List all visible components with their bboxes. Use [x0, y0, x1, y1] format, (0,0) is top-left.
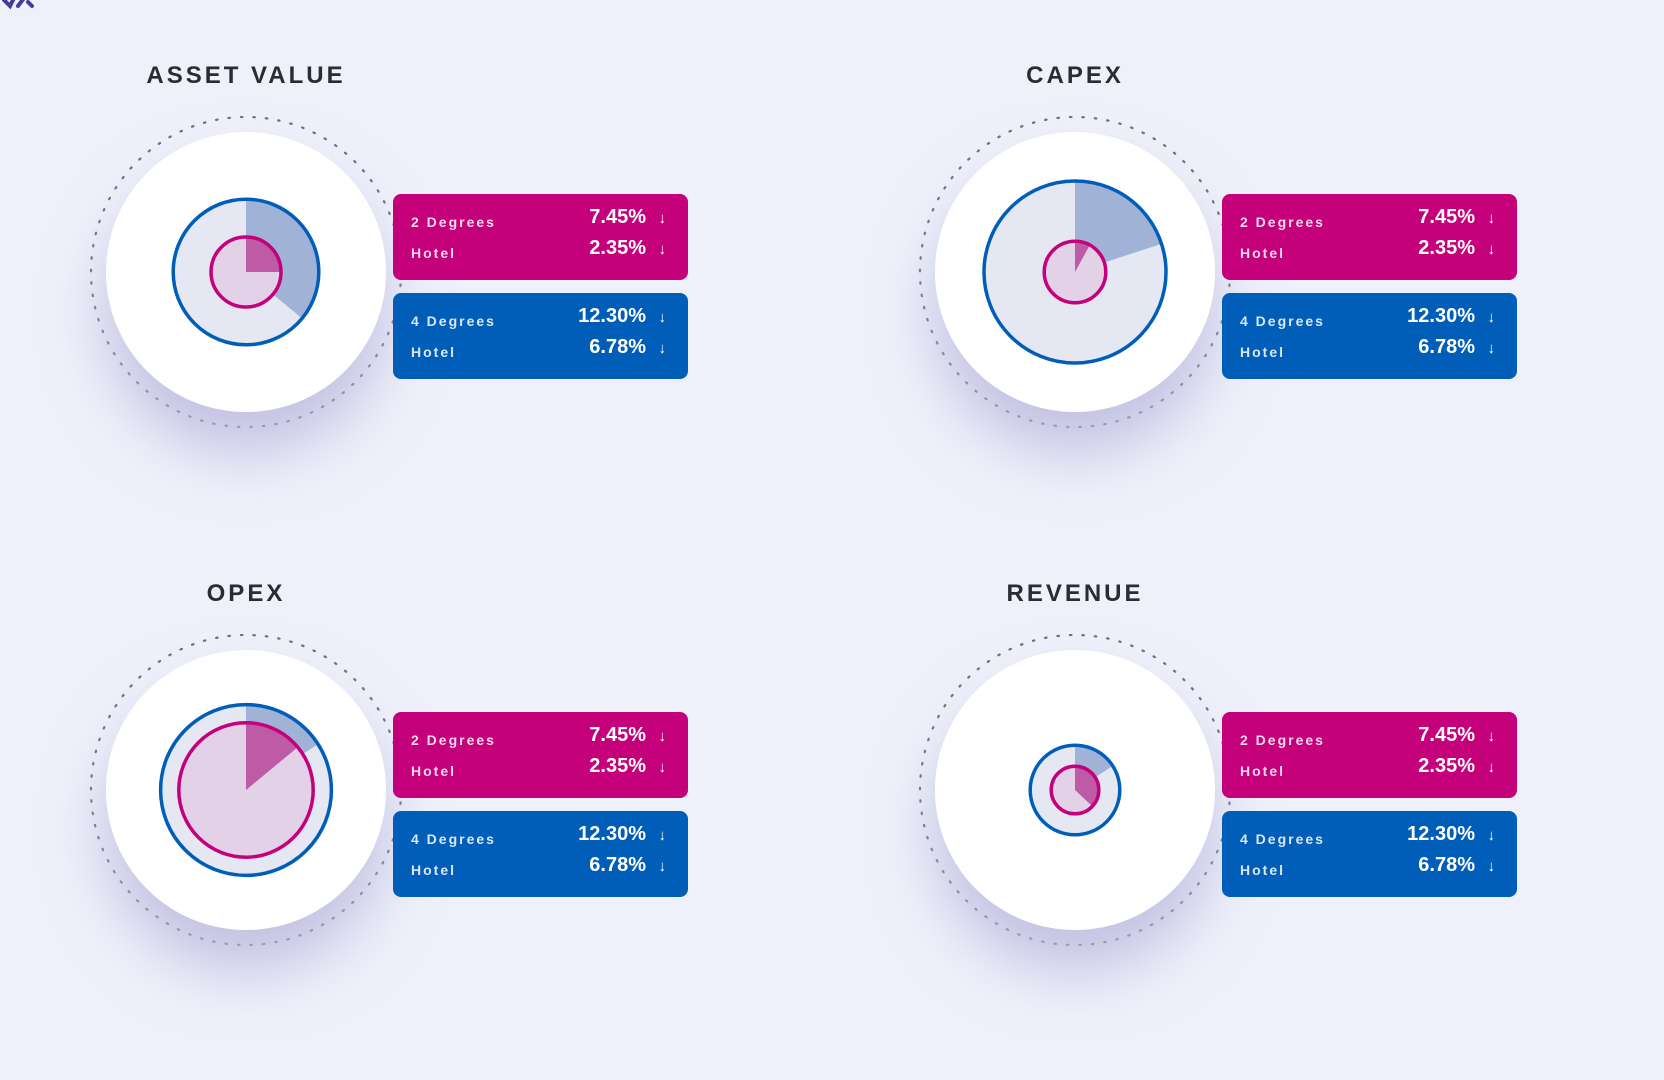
arrow-down-icon: ↓ — [1487, 759, 1496, 776]
revenue-dial — [905, 620, 1245, 960]
legend-label: 2 Degrees — [411, 732, 496, 748]
outer-ring — [982, 179, 1168, 365]
legend-label: Hotel — [411, 344, 456, 360]
inner-ring — [177, 721, 315, 859]
arrow-down-icon: ↓ — [1487, 340, 1496, 357]
asset-value-panel: ASSET VALUE 2 Degrees 7.45% ↓ Hotel 2.35… — [0, 62, 760, 562]
legend-label: Hotel — [1240, 862, 1285, 878]
legend-card-4-degrees: 4 Degrees 12.30% ↓ Hotel 6.78% ↓ — [393, 811, 688, 897]
outer-ring — [158, 702, 334, 878]
arrow-down-icon: ↓ — [1487, 241, 1496, 258]
arrow-down-icon: ↓ — [1487, 858, 1496, 875]
arrow-down-icon: ↓ — [1487, 728, 1496, 745]
legend-value: 2.35% — [1418, 237, 1475, 259]
legend-card-2-degrees: 2 Degrees 7.45% ↓ Hotel 2.35% ↓ — [1222, 194, 1517, 280]
legend-value: 7.45% — [1418, 206, 1475, 228]
legend-value: 2.35% — [1418, 755, 1475, 777]
panel-title: OPEX — [206, 580, 286, 607]
panel-title: ASSET VALUE — [146, 62, 346, 89]
legend-value: 12.30% — [1407, 823, 1475, 845]
outer-share-wedge — [246, 199, 319, 319]
revenue-panel: REVENUE 2 Degrees 7.45% ↓ Hotel 2.35% ↓ … — [829, 580, 1589, 1080]
panel-title: REVENUE — [1006, 580, 1144, 607]
arrow-down-icon: ↓ — [658, 309, 667, 326]
inner-share-wedge — [246, 722, 298, 790]
legend-label: 4 Degrees — [1240, 831, 1325, 847]
capex-chart — [918, 115, 1232, 429]
arrow-down-icon: ↓ — [1487, 827, 1496, 844]
legend-card-2-degrees: 2 Degrees 7.45% ↓ Hotel 2.35% ↓ — [393, 194, 688, 280]
arrow-down-icon: ↓ — [658, 340, 667, 357]
revenue-chart — [918, 633, 1232, 947]
arrow-down-icon: ↓ — [658, 858, 667, 875]
legend-value: 12.30% — [578, 305, 646, 327]
outer-ring — [1028, 743, 1122, 837]
legend-card-4-degrees: 4 Degrees 12.30% ↓ Hotel 6.78% ↓ — [393, 293, 688, 379]
arrow-down-icon: ↓ — [658, 759, 667, 776]
legend-value: 6.78% — [1418, 336, 1475, 358]
outer-ring — [171, 197, 321, 347]
legend-label: Hotel — [411, 862, 456, 878]
legend-label: 4 Degrees — [1240, 313, 1325, 329]
inner-share-wedge — [1075, 241, 1090, 272]
legend-value: 2.35% — [589, 755, 646, 777]
legend-label: Hotel — [1240, 245, 1285, 261]
legend-label: 2 Degrees — [1240, 214, 1325, 230]
asset-value-chart — [89, 115, 403, 429]
legend-value: 7.45% — [589, 206, 646, 228]
legend-label: 2 Degrees — [1240, 732, 1325, 748]
legend-label: 4 Degrees — [411, 313, 496, 329]
asset-value-dial — [76, 102, 416, 442]
capex-panel: CAPEX 2 Degrees 7.45% ↓ Hotel 2.35% ↓ 4 … — [829, 62, 1589, 562]
legend-label: 4 Degrees — [411, 831, 496, 847]
legend-label: Hotel — [411, 763, 456, 779]
legend-card-2-degrees: 2 Degrees 7.45% ↓ Hotel 2.35% ↓ — [1222, 712, 1517, 798]
legend-card-4-degrees: 4 Degrees 12.30% ↓ Hotel 6.78% ↓ — [1222, 293, 1517, 379]
legend-label: Hotel — [411, 245, 456, 261]
legend-label: Hotel — [1240, 344, 1285, 360]
logo-mark — [2, 0, 34, 10]
arrow-down-icon: ↓ — [658, 241, 667, 258]
opex-panel: OPEX 2 Degrees 7.45% ↓ Hotel 2.35% ↓ 4 D… — [0, 580, 760, 1080]
arrow-down-icon: ↓ — [658, 728, 667, 745]
opex-chart — [89, 633, 403, 947]
legend-card-4-degrees: 4 Degrees 12.30% ↓ Hotel 6.78% ↓ — [1222, 811, 1517, 897]
arrow-down-icon: ↓ — [658, 827, 667, 844]
legend-card-2-degrees: 2 Degrees 7.45% ↓ Hotel 2.35% ↓ — [393, 712, 688, 798]
legend-value: 6.78% — [589, 336, 646, 358]
legend-value: 2.35% — [589, 237, 646, 259]
legend-value: 12.30% — [1407, 305, 1475, 327]
legend-label: Hotel — [1240, 763, 1285, 779]
inner-ring — [209, 235, 283, 309]
arrow-down-icon: ↓ — [1487, 309, 1496, 326]
legend-value: 12.30% — [578, 823, 646, 845]
inner-ring — [1042, 239, 1108, 305]
inner-ring — [1049, 764, 1101, 816]
arrow-down-icon: ↓ — [1487, 210, 1496, 227]
arrow-down-icon: ↓ — [658, 210, 667, 227]
legend-value: 7.45% — [1418, 724, 1475, 746]
inner-share-wedge — [246, 237, 281, 272]
panel-title: CAPEX — [1026, 62, 1124, 89]
legend-label: 2 Degrees — [411, 214, 496, 230]
legend-value: 6.78% — [589, 854, 646, 876]
opex-dial — [76, 620, 416, 960]
capex-dial — [905, 102, 1245, 442]
legend-value: 6.78% — [1418, 854, 1475, 876]
legend-value: 7.45% — [589, 724, 646, 746]
